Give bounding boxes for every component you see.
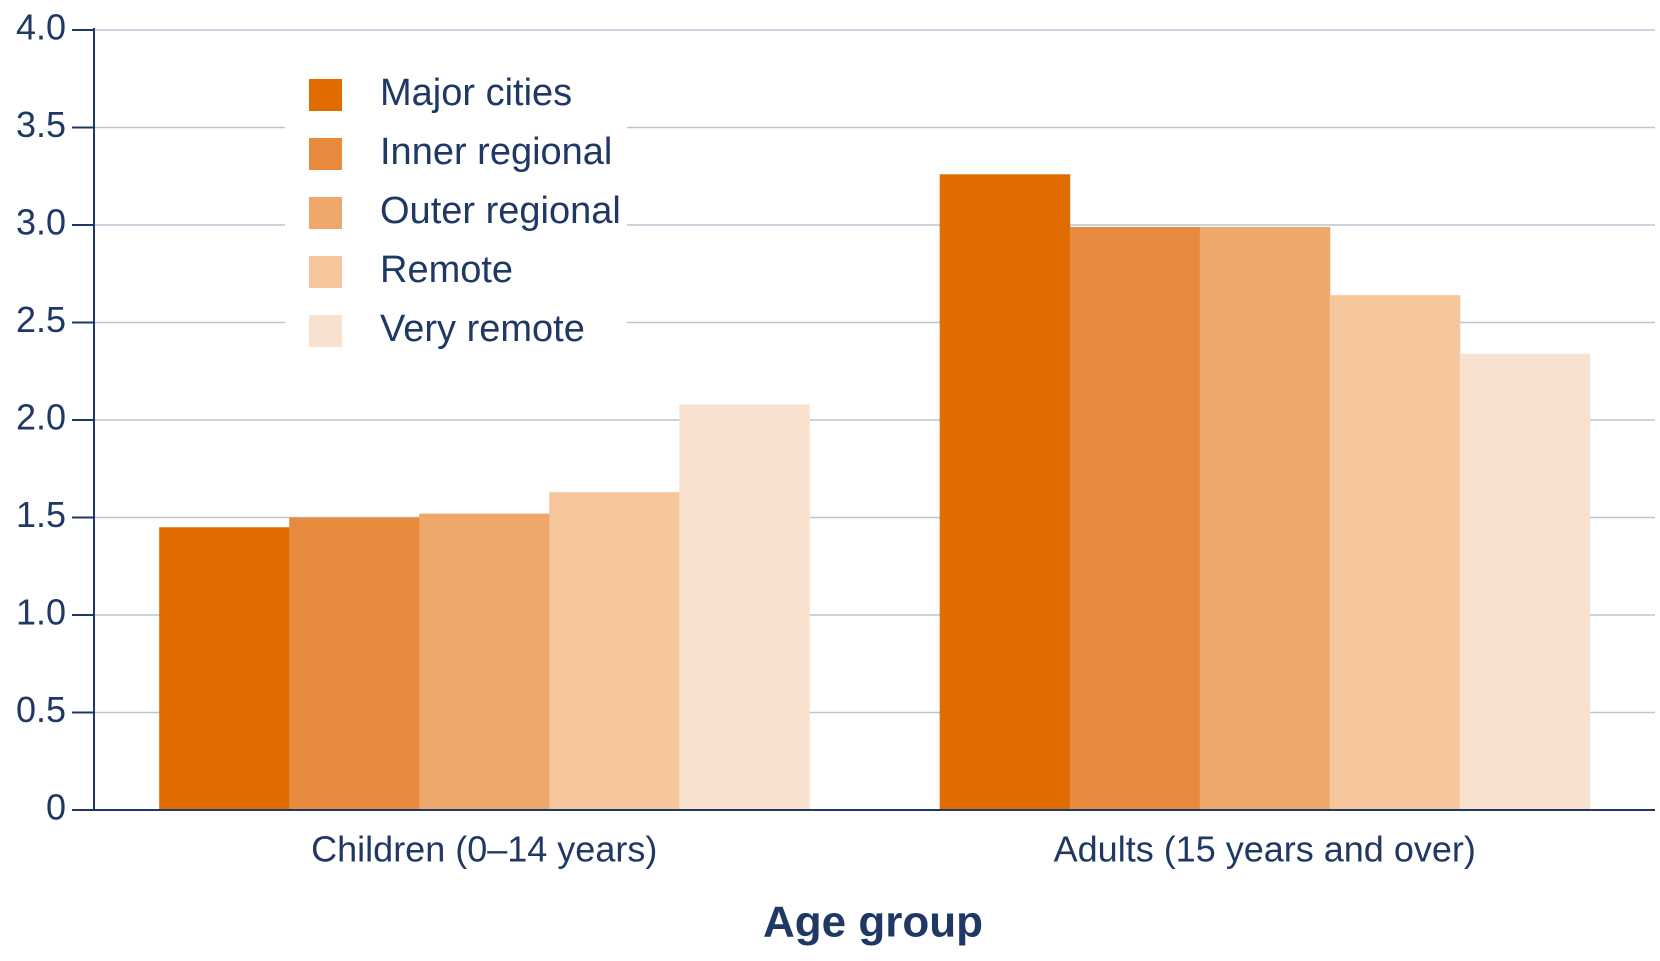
bar <box>939 174 1071 811</box>
legend-label: Remote <box>380 249 513 291</box>
legend-label: Inner regional <box>380 131 612 173</box>
legend-swatch <box>309 79 342 111</box>
y-tick-label: 1.0 <box>16 592 66 633</box>
legend-swatch <box>309 256 342 288</box>
legend-swatch <box>309 197 342 229</box>
legend-label: Very remote <box>380 308 585 350</box>
x-tick-label: Adults (15 years and over) <box>1054 829 1476 870</box>
y-tick-label: 2.5 <box>16 299 66 340</box>
legend-label: Major cities <box>380 72 572 114</box>
y-tick-label: 2.0 <box>16 397 66 438</box>
x-tick-label: Children (0–14 years) <box>311 829 657 870</box>
y-tick-label: 0 <box>46 787 66 828</box>
bar <box>1199 226 1331 810</box>
y-tick-label: 1.5 <box>16 494 66 535</box>
bar <box>1329 295 1461 810</box>
legend-label: Outer regional <box>380 190 621 232</box>
bar <box>159 527 290 810</box>
bar <box>679 404 810 810</box>
bar <box>419 513 550 810</box>
bar <box>1069 226 1201 810</box>
y-tick-label: 0.5 <box>16 689 66 730</box>
y-tick-label: 4.0 <box>16 7 66 48</box>
legend-swatch <box>309 138 342 170</box>
legend-swatch <box>309 315 342 347</box>
x-axis-label: Age group <box>763 898 983 947</box>
bar <box>1459 353 1591 810</box>
y-tick-label: 3.0 <box>16 202 66 243</box>
bar <box>289 517 420 810</box>
y-tick-label: 3.5 <box>16 104 66 145</box>
bar <box>549 492 680 810</box>
